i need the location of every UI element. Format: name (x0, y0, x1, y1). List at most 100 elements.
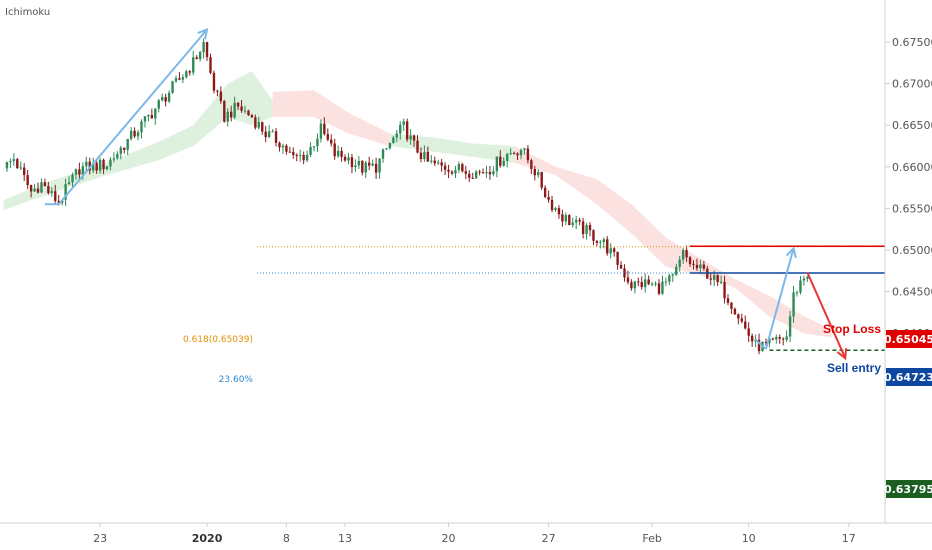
candle-body (702, 264, 706, 269)
candle-body (212, 72, 216, 91)
candle-body (599, 241, 602, 243)
candle-body (764, 341, 768, 343)
candle-body (506, 153, 509, 161)
candle-body (447, 169, 450, 172)
time-axis[interactable]: 23 2020 8 13 20 27 Feb 10 17 (93, 523, 856, 545)
candle-body (719, 281, 723, 283)
candle-body (399, 124, 402, 134)
candle-body (454, 170, 457, 174)
candle-body (309, 146, 312, 155)
candle-body (623, 268, 626, 278)
candle-body (633, 281, 637, 289)
candle-body (671, 274, 674, 276)
candle-body (223, 101, 226, 122)
candle-body (36, 188, 40, 193)
candle-body (264, 131, 267, 138)
candle-body (778, 336, 781, 339)
candle-body (775, 336, 778, 340)
candle-body (195, 57, 198, 60)
candle-body (557, 208, 561, 215)
candle-body (174, 78, 178, 82)
candle-body (98, 159, 102, 171)
sell-entry-label: Sell entry (827, 361, 881, 375)
candle-body (606, 239, 609, 254)
arrows (44, 27, 848, 361)
time-tick-label: 23 (93, 532, 107, 545)
time-tick-label: 20 (442, 532, 456, 545)
time-tick-label: 13 (338, 532, 352, 545)
candle-body (681, 250, 685, 260)
candle-body (733, 308, 737, 315)
candle-body (178, 78, 181, 80)
candle-body (461, 164, 464, 172)
candle-body (271, 131, 274, 133)
candle-body (381, 149, 385, 159)
candle-body (150, 115, 154, 119)
trend-arrow-1 (764, 248, 795, 350)
candle-body (650, 283, 654, 285)
candle-body (464, 171, 467, 174)
candle-body (485, 172, 488, 174)
candle-body (788, 316, 792, 337)
candle-body (571, 222, 574, 226)
candle-body (578, 219, 581, 222)
candle-body (378, 158, 381, 173)
candle-body (116, 153, 119, 159)
candle-body (233, 102, 236, 118)
candle-body (713, 275, 716, 280)
candle-body (164, 97, 167, 102)
arrow-head-1 (785, 246, 797, 259)
candle-body (123, 147, 126, 150)
candle-body (354, 165, 357, 168)
candle-body (374, 163, 378, 173)
candle-body (326, 134, 329, 140)
candle-body (699, 264, 702, 269)
candle-body (533, 169, 536, 176)
candle-body (305, 154, 309, 161)
candle-body (136, 132, 140, 137)
candle-body (412, 135, 416, 141)
arrow-head-0 (197, 27, 209, 40)
candles (5, 38, 809, 355)
candle-body (768, 338, 771, 343)
candle-body (5, 161, 9, 169)
trend-arrow-2 (806, 272, 847, 359)
time-tick-label: 2020 (192, 532, 223, 545)
candle-body (47, 186, 50, 194)
candle-body (530, 160, 533, 170)
candle-body (523, 148, 526, 151)
time-tick-label: 8 (283, 532, 290, 545)
candle-body (685, 250, 688, 258)
candle-body (723, 281, 726, 299)
candle-body (16, 159, 19, 169)
candle-body (316, 138, 319, 147)
candle-body (395, 133, 398, 138)
take-profit-price: 0.63795 (884, 483, 932, 496)
candle-body (26, 175, 29, 186)
candle-body (737, 314, 740, 319)
candle-body (550, 199, 554, 211)
sell-entry-price: 0.64723 (884, 371, 932, 384)
candle-body (492, 171, 495, 175)
candle-body (481, 172, 485, 174)
candle-body (240, 106, 243, 111)
candle-body (488, 172, 492, 175)
candle-body (695, 264, 699, 269)
candle-body (188, 71, 191, 73)
candle-body (171, 81, 174, 93)
candle-body (647, 279, 650, 285)
candle-body (119, 147, 122, 154)
candle-body (678, 259, 681, 267)
indicator-label[interactable]: Ichimoku (5, 7, 50, 18)
candle-body (43, 182, 47, 187)
candle-body (782, 338, 785, 340)
candle-body (102, 159, 105, 170)
time-tick-label: 17 (842, 532, 856, 545)
cloud-segment-1 (272, 90, 390, 146)
candle-body (78, 169, 81, 175)
candle-body (450, 171, 454, 174)
candle-body (709, 278, 712, 280)
